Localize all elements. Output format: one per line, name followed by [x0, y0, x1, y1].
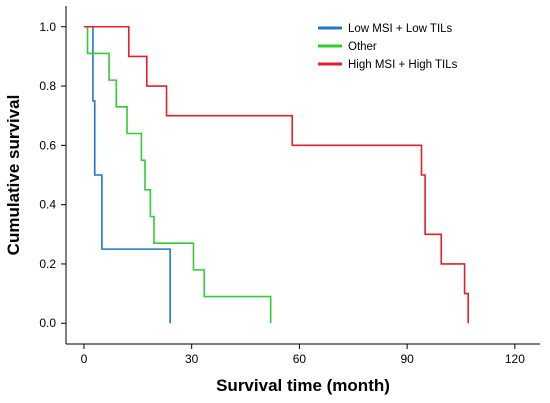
legend: Low MSI + Low TILs Other High MSI + High T…: [312, 16, 544, 78]
y-ticks: 0.0 0.2 0.4 0.6 0.8 1.0: [39, 20, 66, 330]
x-tick-label: 0: [81, 352, 88, 366]
y-tick-label: 0.4: [39, 198, 56, 212]
series-line-1: [86, 26, 272, 324]
legend-label: Other: [348, 41, 377, 53]
y-axis-title: Cumulative survival: [4, 95, 23, 256]
x-tick-label: 30: [185, 352, 199, 366]
y-tick-label: 0.2: [39, 257, 56, 271]
y-tick-label: 0.8: [39, 79, 56, 93]
y-tick-label: 0.0: [39, 316, 56, 330]
axes: [65, 6, 540, 345]
series-line-2: [83, 25, 469, 324]
x-tick-label: 60: [293, 352, 307, 366]
x-axis-title: Survival time (month): [216, 376, 390, 395]
legend-box: [312, 16, 544, 78]
series-layer: [83, 25, 469, 324]
legend-label: Low MSI + Low TILs: [348, 23, 453, 35]
x-tick-label: 90: [400, 352, 414, 366]
y-tick-label: 1.0: [39, 20, 56, 34]
legend-label: High MSI + High TILs: [348, 59, 458, 71]
y-tick-label: 0.6: [39, 138, 56, 152]
x-ticks: 0 30 60 90 120: [81, 344, 525, 366]
series-line-0: [83, 25, 171, 324]
x-tick-label: 120: [505, 352, 525, 366]
